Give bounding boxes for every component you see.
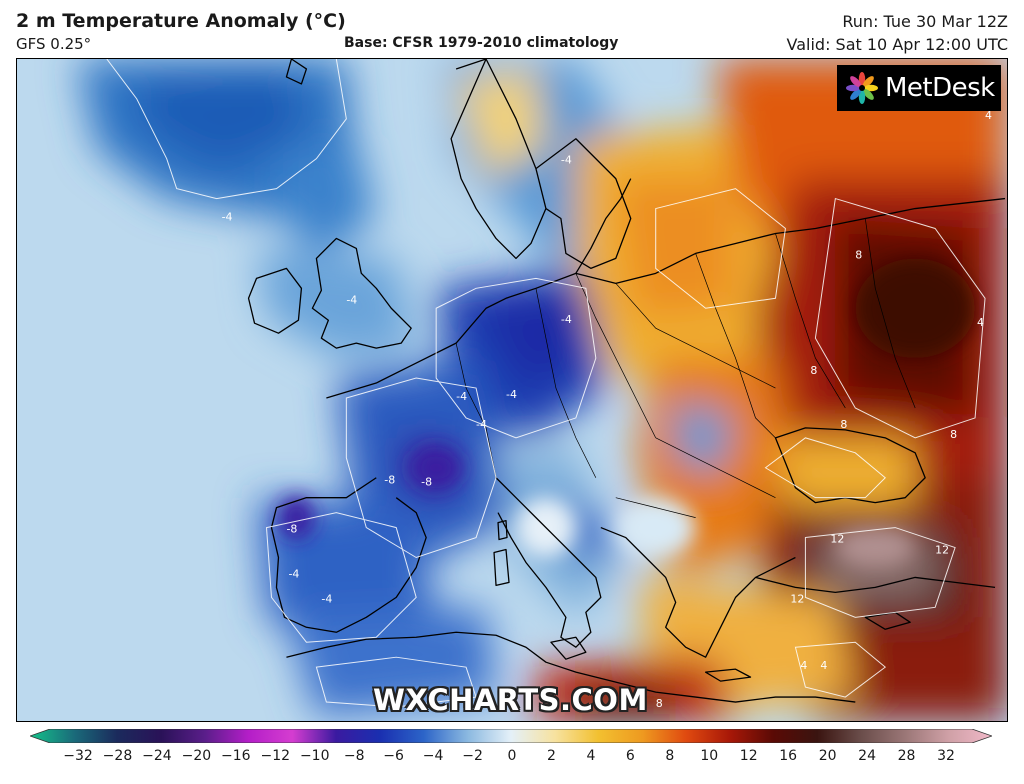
colorbar-tick-label: −4 — [422, 748, 444, 764]
contour-label: -8 — [286, 523, 297, 536]
contour-label: 4 — [985, 109, 992, 122]
colorbar-tick-label: −12 — [260, 748, 291, 764]
colorbar-tick-label: 24 — [858, 748, 876, 764]
metdesk-logo-text: MetDesk — [885, 73, 995, 103]
colorbar-tick-label: 32 — [937, 748, 955, 764]
metdesk-flower-icon — [846, 72, 878, 104]
colorbar-tick-label: −6 — [383, 748, 404, 764]
colorbar-tick-label: −24 — [142, 748, 172, 764]
colorbar-gradient — [30, 729, 992, 743]
contour-label: 12 — [790, 592, 804, 605]
chart-title: 2 m Temperature Anomaly (°C) — [16, 10, 346, 32]
contour-label: -4 — [561, 154, 572, 167]
contour-label: -4 — [456, 390, 467, 403]
colorbar-tick-label: −10 — [299, 748, 330, 764]
contour-label: 8 — [656, 697, 663, 710]
national-borders — [455, 218, 916, 518]
colorbar-tick-label: 10 — [700, 748, 719, 764]
colorbar-tick-label: 8 — [665, 748, 675, 764]
colorbar-tick-label: −2 — [462, 748, 483, 764]
colorbar-tick-label: 20 — [818, 748, 837, 764]
contour-label: -8 — [384, 474, 395, 487]
colorbar-tick-label: 0 — [507, 748, 517, 764]
colorbar-tick-label: 2 — [546, 748, 556, 764]
contour-label: 8 — [855, 248, 862, 261]
contour-label: -4 — [561, 313, 572, 326]
contour-label: -4 — [288, 567, 299, 580]
contour-label: 4 — [977, 316, 984, 329]
colorbar-tick-label: 16 — [779, 748, 798, 764]
base-climatology-label: Base: CFSR 1979-2010 climatology — [344, 35, 619, 51]
colorbar — [30, 729, 992, 743]
contour-label: 4 — [800, 659, 807, 672]
contour-label: -4 — [321, 592, 332, 605]
contour-label: -4 — [222, 211, 233, 224]
colorbar-tick-label: 6 — [625, 748, 635, 764]
contour-label: 8 — [810, 364, 817, 377]
contour-label: -8 — [421, 476, 432, 489]
contour-label: -4 — [346, 293, 357, 306]
colorbar-tick-label: −8 — [343, 748, 365, 764]
run-time-label: Run: Tue 30 Mar 12Z — [842, 12, 1008, 31]
contour-labels: -4 -4 -4 -4 -4 -8 -8 -8 -4 -4 -4 4 4 8 8… — [222, 109, 992, 710]
contour-lines — [106, 59, 986, 708]
colorbar-tick-label: 4 — [586, 748, 596, 764]
colorbar-tick-label: −16 — [221, 748, 251, 764]
contour-label: 4 — [820, 659, 827, 672]
wxcharts-watermark: WXCHARTS.COM — [373, 683, 648, 717]
colorbar-tick-label: 28 — [897, 748, 916, 764]
colorbar-tick-label: −20 — [181, 748, 212, 764]
metdesk-logo: MetDesk — [837, 65, 1001, 111]
colorbar-tick-label: −28 — [102, 748, 133, 764]
colorbar-tick-label: −32 — [63, 748, 93, 764]
contour-label: 8 — [950, 428, 957, 441]
contour-label: -4 — [476, 418, 487, 431]
valid-time-label: Valid: Sat 10 Apr 12:00 UTC — [786, 35, 1008, 54]
model-label: GFS 0.25° — [16, 35, 92, 53]
contour-label: 12 — [830, 533, 844, 546]
colorbar-tick-label: 12 — [739, 748, 758, 764]
contour-label: 8 — [840, 418, 847, 431]
contour-label: 12 — [935, 544, 949, 557]
anomaly-map: -4 -4 -4 -4 -4 -8 -8 -8 -4 -4 -4 4 4 8 8… — [16, 58, 1008, 722]
colorbar-labels: −32 −28 −24 −20 −16 −12 −10 −8 −6 −4 −2 0 2 4 6 8 10 12 16… — [0, 748, 1024, 772]
map-graphic: -4 -4 -4 -4 -4 -8 -8 -8 -4 -4 -4 4 4 8 8… — [17, 59, 1007, 721]
contour-label: -4 — [506, 388, 517, 401]
anomaly-fields — [76, 59, 1007, 721]
